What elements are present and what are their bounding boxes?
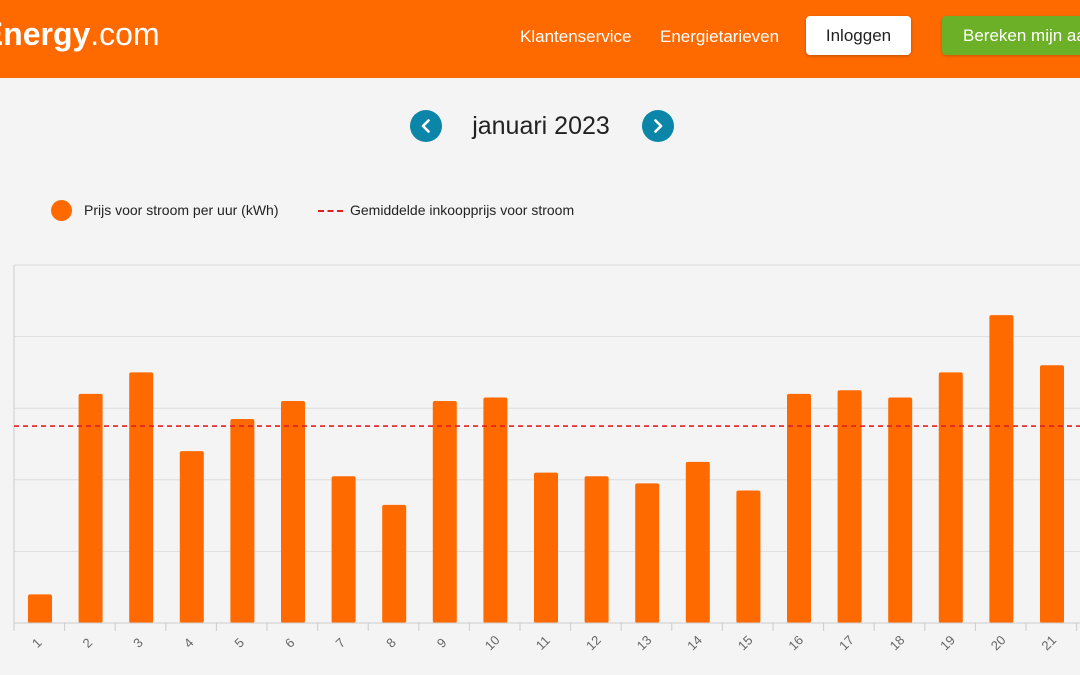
calculate-button[interactable]: Bereken mijn aa [942, 16, 1080, 55]
x-tick-label: 12 [583, 632, 604, 653]
legend-average-label[interactable]: Gemiddelde inkoopprijs voor stroom [350, 202, 575, 218]
bar-day-11[interactable] [534, 472, 558, 623]
x-tick-label: 8 [383, 635, 399, 651]
bar-day-16[interactable] [787, 393, 811, 623]
legend-series-swatch[interactable] [51, 200, 72, 221]
bar-day-8[interactable] [382, 504, 407, 623]
x-tick-label: 13 [634, 632, 655, 653]
site-logo[interactable]: yEnergy.com [0, 16, 160, 53]
chevron-right-icon [654, 119, 663, 133]
bar-day-17[interactable] [837, 390, 862, 623]
x-tick-label: 5 [231, 635, 247, 651]
x-tick-label: 7 [333, 635, 349, 651]
legend-average-swatch[interactable] [318, 210, 343, 212]
x-tick-label: 15 [735, 632, 756, 653]
bar-day-6[interactable] [281, 401, 305, 623]
x-tick-label: 9 [434, 635, 450, 651]
bar-day-21[interactable] [1040, 365, 1064, 623]
bar-day-9[interactable] [432, 401, 457, 623]
x-tick-label: 6 [282, 635, 298, 651]
chevron-left-icon [421, 119, 430, 133]
x-tick-label: 18 [887, 632, 908, 653]
nav-energietarieven[interactable]: Energietarieven [660, 27, 780, 46]
login-button[interactable]: Inloggen [806, 16, 911, 55]
x-tick-label: 4 [181, 635, 197, 651]
x-tick-label: 14 [684, 632, 705, 653]
x-tick-label: 16 [785, 632, 806, 653]
bar-day-13[interactable] [635, 483, 660, 623]
previous-month-button[interactable] [410, 110, 442, 142]
x-tick-label: 17 [836, 632, 857, 653]
x-tick-label: 10 [482, 632, 503, 653]
logo-name: yEnergy [0, 16, 91, 52]
month-title: januari 2023 [472, 112, 610, 140]
x-tick-label: 20 [988, 632, 1009, 653]
legend-series-label[interactable]: Prijs voor stroom per uur (kWh) [84, 202, 279, 218]
bar-day-5[interactable] [230, 418, 255, 623]
logo-suffix: .com [90, 16, 160, 52]
x-tick-label: 1 [29, 635, 45, 651]
header-bar: yEnergy.com Klantenservice Energietariev… [0, 0, 1080, 78]
chart-bars [28, 315, 1064, 623]
price-chart: 1 2 3 4 5 6 7 8 9 10 11 12 13 14 15 16 17 18 19 20 21 [13, 264, 1080, 653]
bar-day-1[interactable] [28, 594, 52, 623]
bar-day-10[interactable] [483, 397, 508, 623]
bar-day-19[interactable] [938, 372, 963, 623]
bar-day-15[interactable] [736, 490, 761, 623]
bar-day-20[interactable] [989, 315, 1014, 623]
bar-day-14[interactable] [685, 461, 710, 623]
x-tick-label: 21 [1038, 632, 1059, 653]
chart-x-axis: 1 2 3 4 5 6 7 8 9 10 11 12 13 14 15 16 17 18 19 20 21 [13, 622, 1080, 653]
bar-day-7[interactable] [331, 476, 356, 623]
bar-day-12[interactable] [584, 476, 609, 623]
x-tick-label: 3 [130, 635, 146, 651]
bar-day-2[interactable] [78, 393, 103, 623]
x-tick-label: 19 [937, 632, 958, 653]
next-month-button[interactable] [642, 110, 674, 142]
bar-day-18[interactable] [888, 397, 913, 623]
x-tick-label: 2 [80, 635, 96, 651]
x-tick-label: 11 [533, 633, 553, 653]
bar-day-4[interactable] [179, 451, 204, 623]
nav-klantenservice[interactable]: Klantenservice [520, 27, 632, 46]
bar-day-3[interactable] [129, 372, 154, 623]
